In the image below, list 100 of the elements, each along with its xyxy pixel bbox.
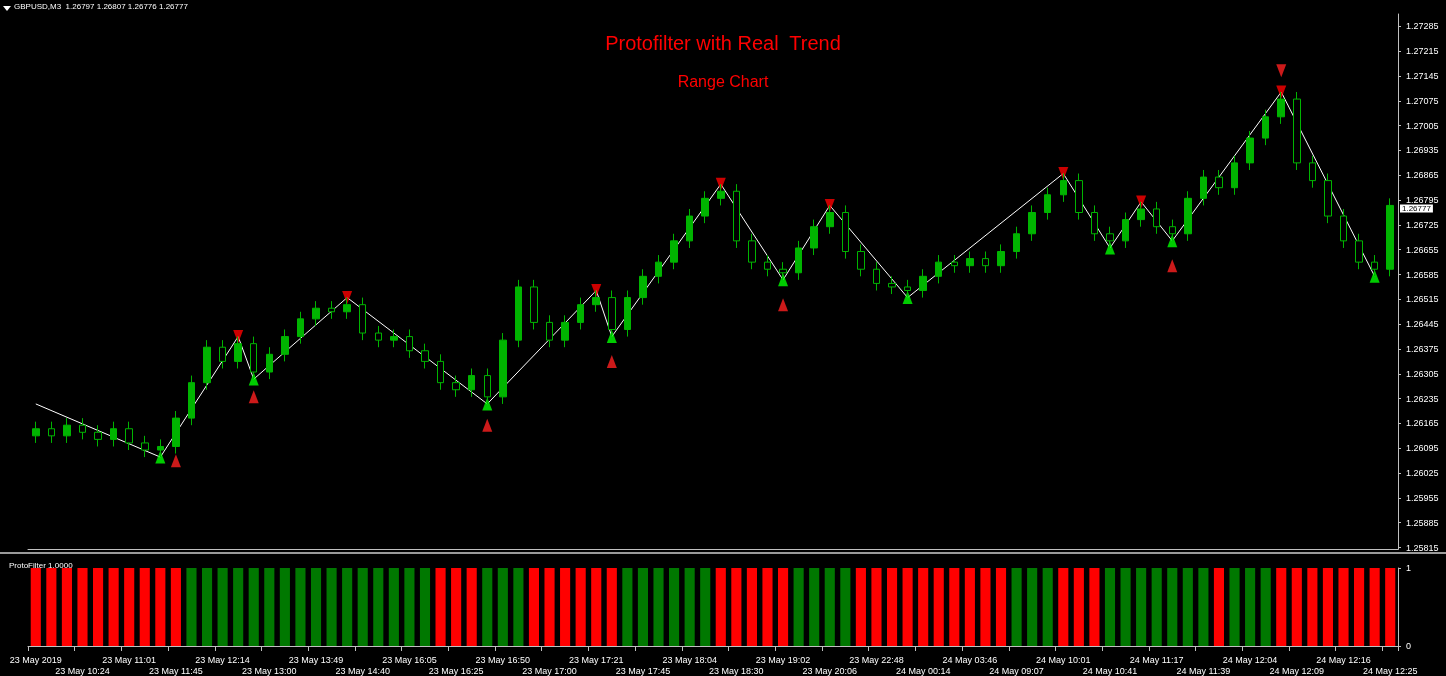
y-tick-label: 1.25885 bbox=[1406, 517, 1439, 528]
x-tick-label: 23 May 11:45 bbox=[148, 665, 203, 676]
candlestick bbox=[1386, 197, 1394, 277]
candlestick bbox=[1324, 173, 1332, 224]
y-tick-label: 1.26095 bbox=[1406, 443, 1439, 454]
candlestick bbox=[1262, 109, 1269, 146]
candlestick bbox=[670, 233, 678, 270]
candlestick bbox=[515, 279, 522, 348]
x-tick-label: 24 May 10:41 bbox=[1082, 665, 1138, 676]
chart-title: ProtoFilter 1.0000 bbox=[9, 560, 74, 570]
y-tick-label: 1.27215 bbox=[1406, 46, 1439, 57]
candlestick bbox=[266, 346, 273, 380]
candlestick bbox=[733, 183, 740, 249]
text: GBPUSD,M3 1.26797 1.26807 1.26776 1.26777 bbox=[14, 1, 189, 11]
point bbox=[1276, 85, 1287, 99]
candlestick bbox=[48, 421, 55, 444]
point bbox=[170, 454, 181, 468]
x-tick-label: 24 May 10:01 bbox=[1036, 654, 1091, 665]
x-tick-label: 24 May 12:04 bbox=[1222, 654, 1278, 665]
y-tick-label: 1.26025 bbox=[1406, 468, 1439, 479]
candlestick bbox=[1355, 233, 1363, 270]
candlestick bbox=[188, 375, 195, 426]
point bbox=[342, 291, 353, 305]
candlestick bbox=[997, 243, 1005, 274]
candlestick bbox=[499, 332, 507, 405]
candlestick bbox=[1013, 226, 1020, 260]
y-tick-label: 1.26375 bbox=[1406, 343, 1439, 354]
candlestick bbox=[452, 375, 460, 398]
x-tick-label: 23 May 17:00 bbox=[522, 665, 577, 676]
candlestick bbox=[1340, 208, 1347, 249]
candlestick bbox=[701, 190, 709, 224]
candlestick bbox=[421, 343, 429, 369]
candlestick bbox=[437, 353, 444, 391]
candlestick bbox=[359, 297, 366, 341]
x-tick-label: 23 May 13:49 bbox=[288, 654, 344, 665]
y-tick-label: 1.26445 bbox=[1406, 319, 1439, 330]
x-tick-label: 23 May 17:45 bbox=[615, 665, 671, 676]
candlestick bbox=[1246, 130, 1254, 171]
x-tick-label: 23 May 11:01 bbox=[102, 654, 157, 665]
point bbox=[1369, 269, 1380, 283]
candlestick bbox=[748, 233, 756, 270]
candlestick bbox=[561, 314, 569, 348]
x-tick-label: 24 May 11:17 bbox=[1129, 654, 1184, 665]
point bbox=[233, 330, 244, 344]
x-tick-label: 24 May 11:39 bbox=[1176, 665, 1231, 676]
candlestick bbox=[873, 261, 880, 291]
y-tick-label: 1.25955 bbox=[1406, 492, 1439, 503]
y-tick-label: 1.25815 bbox=[1406, 542, 1439, 553]
candlestick bbox=[764, 254, 771, 277]
candlestick bbox=[1309, 155, 1316, 189]
text: Protofilter with Real Trend bbox=[605, 32, 841, 54]
candlestick bbox=[546, 314, 553, 348]
candlestick bbox=[63, 417, 71, 444]
candlestick bbox=[951, 254, 958, 274]
candlestick bbox=[1184, 190, 1192, 242]
y-tick-label: 1.26935 bbox=[1406, 145, 1439, 156]
candlestick bbox=[888, 275, 896, 295]
candlestick bbox=[1075, 173, 1083, 221]
candlestick bbox=[966, 251, 974, 274]
y-tick-label: 1.26585 bbox=[1406, 269, 1439, 280]
candlestick bbox=[1122, 212, 1129, 249]
point bbox=[606, 354, 617, 368]
candlestick bbox=[810, 219, 818, 256]
candlestick bbox=[1091, 204, 1098, 242]
x-tick-label: 24 May 12:16 bbox=[1316, 654, 1371, 665]
text: Range Chart bbox=[677, 72, 769, 90]
x-tick-label: 23 May 17:21 bbox=[568, 654, 624, 665]
x-tick-label: 23 May 12:14 bbox=[195, 654, 250, 665]
x-tick-label: 23 May 20:06 bbox=[802, 665, 858, 676]
candlestick bbox=[468, 367, 475, 398]
point bbox=[778, 298, 789, 312]
y-tick-label: 1.26865 bbox=[1406, 170, 1439, 181]
candlestick bbox=[1044, 187, 1051, 221]
candlestick bbox=[686, 208, 693, 249]
candlestick bbox=[1293, 91, 1301, 171]
point bbox=[155, 450, 166, 464]
x-tick-label: 23 May 16:05 bbox=[382, 654, 437, 665]
text: 1.26777 bbox=[1402, 203, 1432, 213]
candlestick bbox=[1231, 155, 1238, 196]
candlestick bbox=[110, 421, 117, 447]
candlestick bbox=[297, 311, 304, 345]
y-tick-label: 1 bbox=[1406, 563, 1412, 573]
candlestick bbox=[141, 435, 149, 458]
candlestick bbox=[312, 300, 320, 327]
candlestick bbox=[32, 421, 40, 444]
y-tick-label: 0 bbox=[1406, 641, 1412, 651]
candlestick bbox=[1215, 169, 1223, 196]
y-tick-label: 1.26305 bbox=[1406, 368, 1439, 379]
candlestick bbox=[982, 251, 989, 274]
candlestick bbox=[1200, 169, 1207, 206]
y-tick-label: 1.27145 bbox=[1406, 71, 1439, 82]
x-tick-label: 24 May 00:14 bbox=[895, 665, 951, 676]
x-tick-label: 23 May 22:48 bbox=[849, 654, 904, 665]
candlestick bbox=[390, 328, 398, 348]
candlestick bbox=[624, 290, 631, 338]
y-tick-label: 1.26655 bbox=[1406, 244, 1439, 255]
candlestick bbox=[935, 254, 942, 284]
candlestick bbox=[530, 279, 538, 330]
x-tick-label: 23 May 10:24 bbox=[55, 665, 110, 676]
point bbox=[591, 284, 602, 297]
